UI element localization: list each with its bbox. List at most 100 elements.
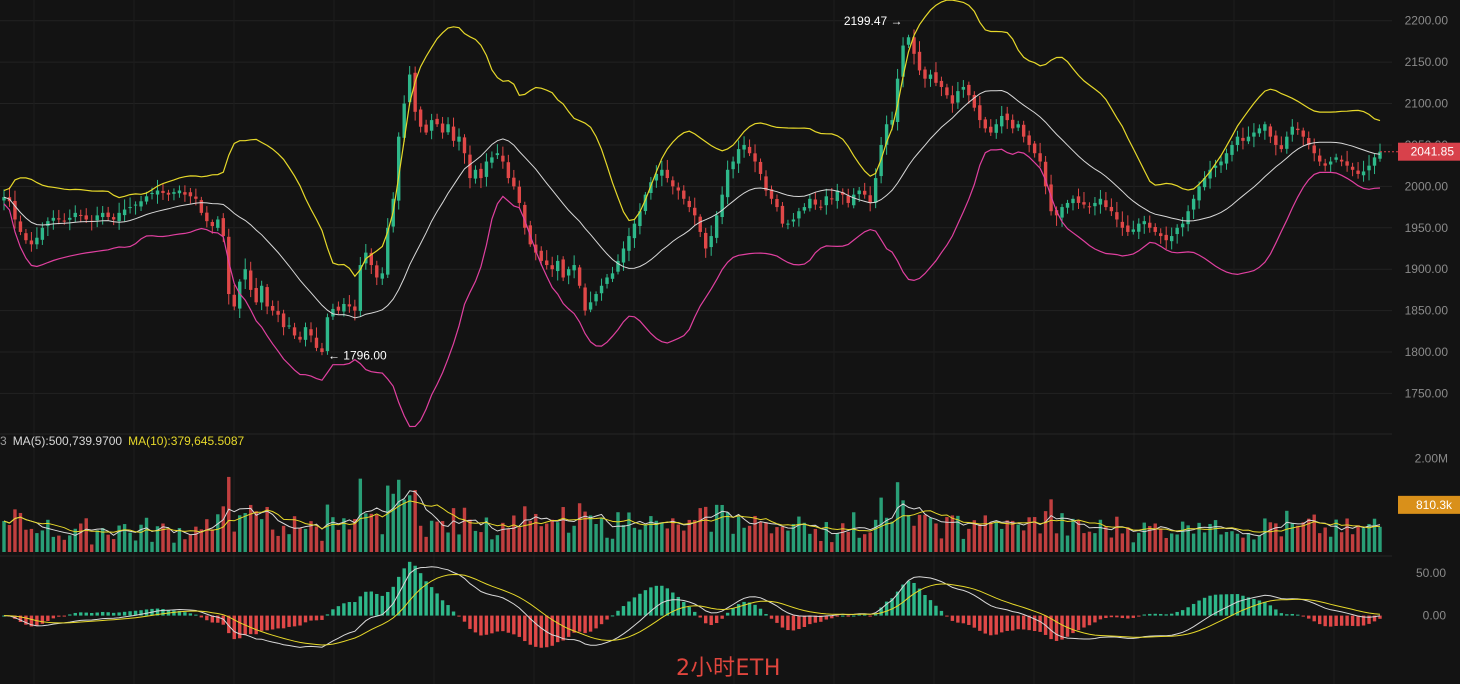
volume-bar	[1213, 520, 1218, 552]
macd-tick-label: 0.00	[1423, 609, 1447, 623]
candle-body	[139, 201, 143, 207]
volume-bar	[555, 522, 560, 552]
candle-body	[643, 194, 648, 212]
candle-body	[808, 198, 812, 209]
macd-histogram-bar	[1005, 615, 1009, 631]
candle-body	[375, 265, 379, 278]
macd-histogram-bar	[583, 615, 587, 634]
macd-histogram-bar	[1285, 614, 1289, 616]
macd-histogram-bar	[183, 612, 187, 616]
volume-bar	[1197, 522, 1201, 552]
macd-histogram-bar	[418, 573, 423, 616]
macd-histogram-bar	[309, 615, 313, 621]
macd-histogram-bar	[594, 615, 598, 629]
macd-histogram-bar	[221, 615, 225, 625]
volume-bar	[1087, 531, 1092, 552]
macd-histogram-bar	[122, 611, 127, 616]
volume-bar	[1082, 533, 1086, 552]
volume-bar	[462, 507, 467, 552]
volume-bar	[594, 524, 598, 552]
volume-bar	[490, 539, 494, 552]
macd-histogram-bar	[1120, 615, 1125, 619]
macd-histogram-bar	[336, 606, 341, 616]
macd-histogram-bar	[303, 615, 308, 623]
volume-bar	[281, 525, 286, 552]
candle-body	[939, 80, 944, 87]
volume-bar	[1180, 521, 1185, 552]
volume-bar	[347, 529, 352, 552]
volume-bar	[1230, 531, 1234, 552]
macd-histogram-bar	[347, 602, 352, 616]
macd-histogram-bar	[687, 606, 691, 616]
candle-body	[199, 200, 204, 213]
macd-histogram-bar	[588, 615, 593, 632]
volume-ma5-line	[3, 490, 1381, 537]
volume-bar	[270, 529, 275, 552]
macd-histogram-bar	[1027, 615, 1031, 631]
candle-body	[1065, 202, 1070, 208]
volume-bar	[660, 522, 664, 552]
macd-histogram-bar	[1093, 615, 1097, 623]
macd-histogram-bar	[1115, 615, 1119, 618]
candle-body	[473, 169, 478, 179]
volume-bar	[1065, 535, 1070, 552]
volume-bar	[928, 517, 933, 552]
candle-body	[1032, 143, 1037, 154]
volume-bar	[221, 506, 225, 552]
volume-bar	[923, 514, 927, 552]
volume-bar	[495, 535, 500, 552]
macd-histogram-bar	[265, 615, 269, 631]
candle-body	[1071, 198, 1075, 204]
volume-bar	[1296, 525, 1300, 552]
macd-histogram-bar	[791, 615, 796, 631]
macd-histogram-bar	[424, 581, 428, 616]
macd-histogram-bar	[731, 608, 735, 616]
macd-histogram-bar	[1246, 597, 1251, 616]
candle-body	[40, 227, 45, 240]
macd-histogram-bar	[281, 615, 286, 629]
macd-histogram-bar	[1065, 615, 1070, 637]
candle-body	[35, 237, 39, 245]
candle-body	[1180, 223, 1185, 228]
macd-histogram-bar	[813, 615, 818, 623]
candle-body	[1082, 202, 1086, 205]
macd-histogram-bar	[1317, 615, 1322, 625]
macd-histogram-bar	[846, 615, 850, 617]
macd-histogram-bar	[128, 611, 132, 616]
volume-bar	[1301, 522, 1305, 552]
macd-histogram-bar	[358, 596, 363, 616]
volume-bar	[852, 512, 856, 552]
macd-histogram-bar	[753, 604, 757, 616]
volume-bar	[588, 515, 593, 552]
macd-histogram-bar	[24, 615, 28, 625]
macd-histogram-bar	[1071, 615, 1075, 634]
candle-body	[512, 177, 516, 187]
macd-histogram-bar	[1186, 607, 1190, 616]
volume-bar	[199, 529, 204, 552]
candle-body	[194, 196, 198, 199]
volume-bar	[216, 514, 220, 552]
volume-bar	[1032, 517, 1037, 552]
candle-body	[1323, 163, 1327, 166]
macd-histogram-bar	[1180, 610, 1185, 616]
macd-histogram-bar	[506, 615, 511, 633]
candle-body	[95, 215, 99, 221]
candle-body	[742, 144, 746, 150]
candle-body	[819, 206, 823, 208]
volume-bar	[1367, 523, 1371, 552]
macd-histogram-bar	[407, 561, 412, 616]
candle-body	[248, 270, 253, 290]
volume-bar	[577, 503, 582, 552]
candle-body	[923, 69, 927, 79]
macd-histogram-bar	[446, 605, 450, 616]
volume-bar	[1378, 526, 1382, 552]
volume-bar	[188, 534, 193, 552]
macd-histogram-bar	[90, 612, 94, 616]
volume-bar	[1219, 534, 1223, 552]
macd-histogram-bar	[1296, 614, 1300, 616]
candle-body	[490, 157, 494, 163]
volume-bar	[709, 531, 713, 552]
macd-histogram-bar	[989, 615, 993, 636]
macd-histogram-bar	[550, 615, 554, 646]
volume-bar	[336, 529, 341, 552]
